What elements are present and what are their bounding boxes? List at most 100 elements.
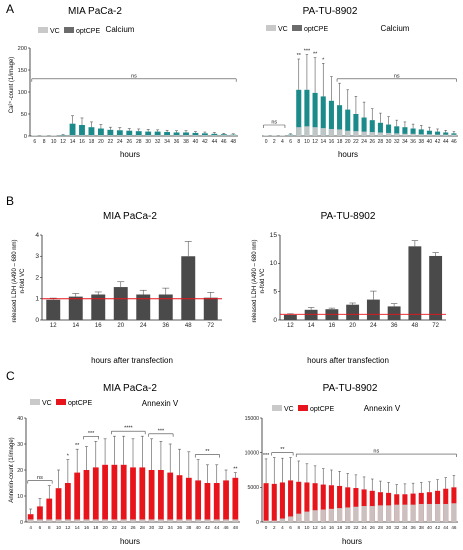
chart-c2-bar-vc [451, 503, 457, 522]
chart-c1-bar-vc [167, 519, 174, 522]
chart-b1-ylabel: released LDH (A490 – 680 nm) [12, 239, 18, 322]
chart-a1-xtick-label: 46 [221, 139, 227, 145]
chart-a1-xtick-label: 8 [43, 139, 46, 145]
chart-c1-bar-optcpe [167, 472, 174, 522]
chart-c2-bar-vc [361, 506, 367, 522]
chart-c1-ytick-label: 10 [17, 494, 23, 500]
chart-c1-significance-label: ** [233, 467, 238, 473]
chart-c2-bar-optcpe [288, 480, 294, 522]
chart-c1-bar-vc [55, 519, 62, 522]
chart-a1-bar-optcpe [145, 131, 152, 136]
chart-a2-xtick-label: 12 [312, 139, 318, 145]
chart-a1-bar-optcpe [201, 133, 208, 136]
chart-a2-xlabel: hours [338, 150, 358, 159]
chart-a1-bar-optcpe [192, 132, 199, 136]
chart-c1-xtick-label: 6 [39, 525, 42, 530]
chart-b2-xtick-label: 72 [432, 323, 439, 329]
chart-b1-ytick-label: 3 [35, 253, 39, 260]
chart-c1-bar-optcpe [27, 514, 34, 522]
chart-a2-xtick-label: 6 [289, 139, 292, 145]
chart-c1-xtick-label: 38 [186, 525, 192, 530]
chart-c1-bar-vc [148, 519, 155, 522]
chart-c1-xtick-label: 40 [196, 525, 202, 530]
chart-c2-xtick-label: 24 [362, 525, 368, 530]
chart-a1-xtick-label: 40 [193, 139, 199, 145]
chart-a1-ytick-label: 0 [24, 134, 27, 140]
chart-b1-title: MIA PaCa-2 [103, 211, 157, 222]
chart-a2-bar-vc [451, 134, 457, 136]
chart-a2-xtick-label: 4 [281, 139, 284, 145]
chart-a1-bar-optcpe [135, 131, 142, 136]
chart-a2-bar-vc [418, 134, 424, 136]
chart-a2-significance-label: ** [297, 53, 302, 59]
chart-c1-significance-label: **** [124, 426, 133, 432]
chart-a1-bar-vc [154, 135, 161, 136]
chart-a1-bar-optcpe [107, 129, 114, 136]
chart-c2-bar-vc [426, 503, 432, 522]
chart-c2-xtick-label: 0 [265, 525, 268, 530]
chart-b2-xtick-label: 48 [412, 323, 419, 329]
chart-a1-title: MIA PaCa-2 [68, 6, 122, 17]
chart-b2-bar [304, 309, 318, 320]
chart-b1-xtick-label: 48 [185, 323, 192, 329]
chart-a2-xtick-label: 38 [418, 139, 424, 145]
chart-c2-title: PA-TU-8902 [323, 383, 378, 394]
chart-a1-xtick-label: 32 [155, 139, 161, 145]
chart-c2-bar-vc [377, 505, 383, 522]
chart-a2-xtick-label: 40 [427, 139, 433, 145]
chart-b1-ytick-label: 2 [35, 274, 39, 281]
chart-a2-xtick-label: 22 [353, 139, 359, 145]
chart-b2-bar [346, 304, 360, 320]
chart-a1-xtick-label: 26 [126, 139, 132, 145]
chart-c2-bar-vc [369, 506, 375, 522]
chart-a2-bar-vc [443, 134, 449, 136]
chart-c1-bar-optcpe [195, 480, 202, 522]
chart-c2-bar-vc [394, 504, 400, 522]
chart-b2-ytick-label: 0 [273, 317, 277, 324]
chart-a2-bar-optcpe [418, 129, 424, 136]
chart-c2-ytick-label: 0 [256, 520, 259, 526]
chart-c1-bar-optcpe [139, 467, 146, 522]
chart-a2-bar-optcpe [369, 120, 375, 136]
chart-c2-legend-optcpe-swatch [298, 405, 308, 411]
chart-a1-xtick-label: 18 [89, 139, 95, 145]
chart-b1-bar [136, 294, 151, 320]
chart-c2-xtick-label: 16 [329, 525, 335, 530]
chart-b1-bar [158, 294, 173, 320]
chart-c2-bar-vc [410, 504, 416, 522]
chart-c1-xtick-label: 28 [140, 525, 146, 530]
chart-c2-bar-optcpe [312, 483, 318, 522]
chart-a1-bar-vc [201, 135, 208, 136]
chart-c1-bar-optcpe [120, 464, 127, 522]
chart-a1-bar-vc [183, 135, 189, 136]
chart-a2-bar-vc [296, 127, 302, 136]
chart-c1-xtick-label: 18 [93, 525, 99, 530]
chart-a1-ytick-label: 100 [18, 90, 27, 96]
chart-c1-ytick-label: 20 [17, 468, 23, 474]
chart-a1-legend-vc-swatch [38, 27, 48, 33]
chart-a1-bar-vc [97, 135, 104, 136]
chart-a2-xtick-label: 16 [329, 139, 335, 145]
chart-a2-bar-optcpe [402, 127, 408, 136]
chart-a1-xlabel: hours [120, 150, 140, 159]
chart-c2-bar-vc [353, 506, 359, 522]
chart-c1-bar-vc [176, 519, 183, 522]
chart-c1-title: MIA PaCa-2 [103, 383, 157, 394]
chart-a1-bar-vc [173, 135, 180, 136]
chart-a2-significance-label: * [322, 57, 325, 63]
chart-a2-xtick-label: 36 [410, 139, 416, 145]
chart-c1-xlabel: hours [120, 537, 140, 546]
chart-c1-bar-vc [120, 519, 127, 522]
chart-a1-bar-optcpe [183, 132, 189, 136]
chart-c1-ytick-label: 30 [17, 442, 23, 448]
chart-a1-bar-optcpe [69, 123, 76, 136]
chart-b2-patu-ldh: PA-TU-8902 released LDH (A490 – 680 nm) … [252, 211, 446, 365]
chart-b1-xtick-label: 36 [162, 323, 169, 329]
chart-c2-bar-optcpe [353, 488, 359, 522]
chart-a2-bar-optcpe [443, 132, 449, 136]
chart-c1-significance-label: * [67, 454, 70, 460]
chart-c2-bar-vc [337, 508, 343, 522]
chart-c1-bar-optcpe [130, 467, 136, 522]
chart-c2-bar-vc [320, 509, 326, 522]
chart-c1-bar-vc [37, 519, 43, 522]
